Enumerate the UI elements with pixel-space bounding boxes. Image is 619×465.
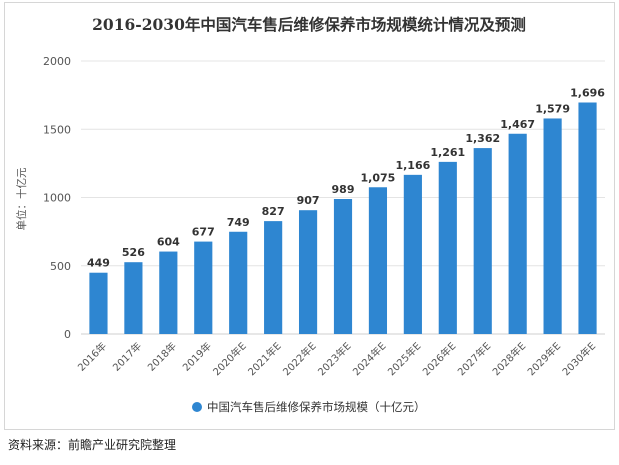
data-label: 1,579 xyxy=(535,102,570,115)
data-label: 449 xyxy=(87,257,110,270)
bar xyxy=(403,174,422,334)
y-tick-label: 0 xyxy=(64,328,71,341)
bar xyxy=(159,251,178,334)
data-label: 1,362 xyxy=(465,132,500,145)
data-label: 1,075 xyxy=(361,171,396,184)
bar xyxy=(368,187,388,334)
data-label: 749 xyxy=(227,216,250,229)
y-axis-ticks: 0 500 1000 1500 2000 xyxy=(43,55,71,341)
data-label: 526 xyxy=(122,246,145,259)
x-tick-label: 2020年E xyxy=(210,339,249,378)
bar xyxy=(473,148,492,334)
bar xyxy=(194,241,213,334)
bar xyxy=(438,161,457,334)
data-label: 827 xyxy=(262,205,285,218)
chart-title: 2016-2030年中国汽车售后维修保养市场规模统计情况及预测 xyxy=(92,15,526,34)
bar xyxy=(578,102,597,334)
x-tick-label: 2024年E xyxy=(350,339,389,378)
x-tick-label: 2016年 xyxy=(75,339,109,373)
bar xyxy=(124,262,143,334)
y-tick-label: 2000 xyxy=(43,55,71,68)
y-tick-label: 500 xyxy=(50,260,71,273)
x-tick-label: 2030年E xyxy=(559,339,598,378)
bar xyxy=(89,272,108,334)
data-labels: 4495266046777498279079891,0751,1661,2611… xyxy=(87,86,605,269)
bar xyxy=(333,199,353,334)
x-tick-label: 2021年E xyxy=(245,339,284,378)
data-label: 1,696 xyxy=(570,86,605,99)
data-label: 907 xyxy=(297,194,320,207)
data-label: 604 xyxy=(157,236,180,249)
chart-frame: 2016-2030年中国汽车售后维修保养市场规模统计情况及预测 单位：十亿元 0… xyxy=(4,2,615,430)
legend-label: 中国汽车售后维修保养市场规模（十亿元） xyxy=(207,400,426,414)
bars xyxy=(89,102,597,335)
chart: 2016-2030年中国汽车售后维修保养市场规模统计情况及预测 单位：十亿元 0… xyxy=(15,15,605,414)
x-tick-label: 2028年E xyxy=(490,339,529,378)
x-tick-label: 2023年E xyxy=(315,339,354,378)
bar xyxy=(508,133,527,334)
x-tick-label: 2019年 xyxy=(180,339,214,373)
x-tick-label: 2029年E xyxy=(525,339,564,378)
bar xyxy=(298,210,318,334)
legend: 中国汽车售后维修保养市场规模（十亿元） xyxy=(192,400,426,414)
data-label: 989 xyxy=(332,183,355,196)
x-tick-label: 2025年E xyxy=(385,339,424,378)
y-axis-label: 单位：十亿元 xyxy=(15,167,28,230)
x-tick-label: 2022年E xyxy=(280,339,319,378)
bar xyxy=(264,221,283,334)
bar xyxy=(543,118,562,335)
y-tick-label: 1500 xyxy=(43,123,71,136)
data-label: 1,166 xyxy=(395,159,430,172)
source-note: 资料来源：前瞻产业研究院整理 xyxy=(8,438,177,452)
x-tick-label: 2027年E xyxy=(455,339,494,378)
x-tick-label: 2018年 xyxy=(145,339,179,373)
data-label: 677 xyxy=(192,226,215,239)
legend-marker xyxy=(192,402,202,412)
data-label: 1,467 xyxy=(500,118,535,131)
bar xyxy=(229,231,248,334)
x-axis-ticks: 2016年 2017年 2018年 2019年2020年E2021年E2022年E20… xyxy=(75,339,598,378)
y-tick-label: 1000 xyxy=(43,192,71,205)
x-tick-label: 2017年 xyxy=(110,339,144,373)
data-label: 1,261 xyxy=(430,146,465,159)
x-tick-label: 2026年E xyxy=(420,339,459,378)
